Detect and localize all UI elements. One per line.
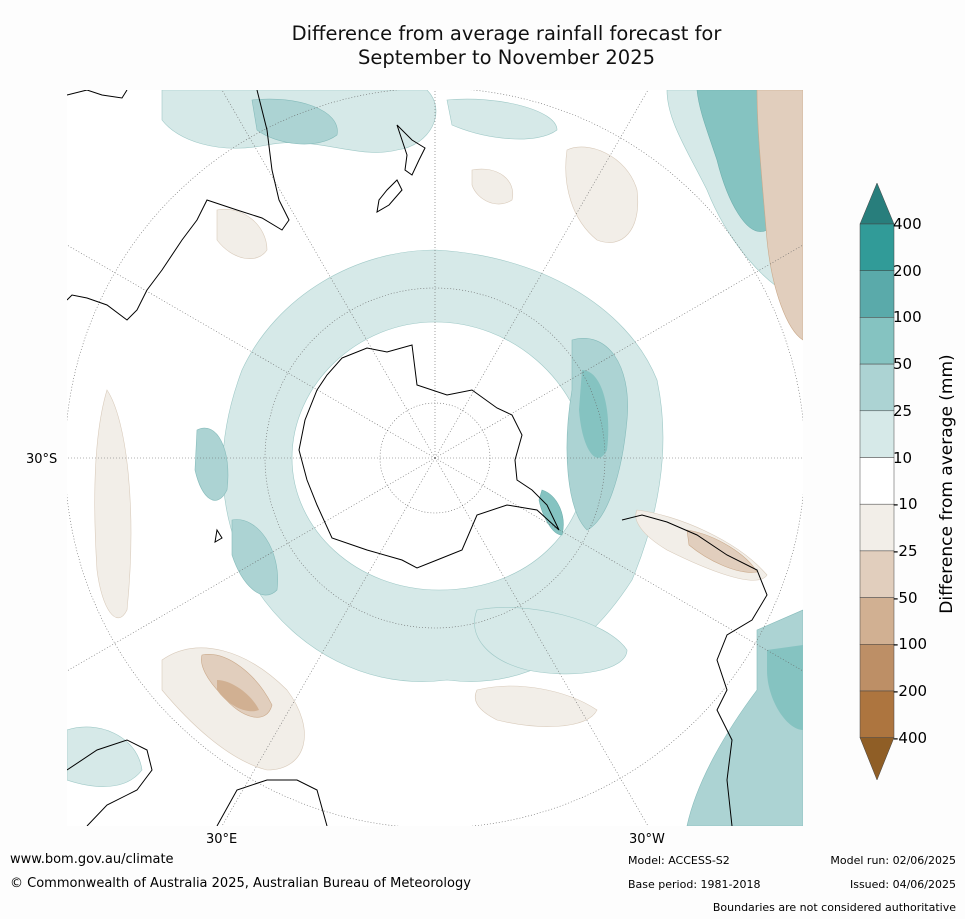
nz-south-island [376,179,403,213]
footer-url: www.bom.gov.au/climate [10,852,174,867]
colorbar-graphic [859,182,895,781]
lon-label-30w: 30°W [629,832,665,847]
lat-label-30s: 30°S [26,452,58,467]
colorbar-title: Difference from average (mm) [937,354,957,614]
colorbar-band-m10_m25 [859,503,895,552]
footer-issued: Issued: 04/06/2025 [849,878,956,891]
wet-ring-outer [222,249,664,682]
colorbar [850,180,940,790]
colorbar-band-gt_200 [859,223,895,271]
colorbar-tick-label: 25 [893,401,913,420]
south-america-coast [621,514,768,826]
footer-base-period: Base period: 1981-2018 [628,878,761,891]
graticule [67,90,803,826]
dry-nz-south [471,168,514,205]
colorbar-tick-label: 200 [893,261,922,280]
colorbar-extend-low [859,737,895,781]
footer-copyright: © Commonwealth of Australia 2025, Austra… [10,876,471,891]
map-title: Difference from average rainfall forecas… [0,22,965,70]
dry-indian-core [217,680,259,712]
wet-indian-south [231,519,278,596]
colorbar-band-100_200 [859,270,895,318]
wet-nz-east [446,98,558,140]
nz-north-island [396,124,426,176]
wet-indian-west [194,427,229,501]
wet-africa-west [67,726,143,787]
antarctica-coast [298,344,560,569]
colorbar-band-lt_m200 [859,690,895,738]
colorbar-tick-label: -10 [893,495,918,514]
australia-coast [67,90,290,321]
dry-aus-south [216,208,268,259]
colorbar-tick-label: -50 [893,588,918,607]
colorbar-band-10_25 [859,410,895,458]
colorbar-tick-label: 400 [893,215,922,233]
colorbar-tick-label: 10 [893,448,913,467]
footer-disclaimer: Boundaries are not considered authoritat… [712,901,956,914]
footer-model: Model: ACCESS-S2 [628,854,730,867]
dry-indian [161,647,305,771]
dry-indian-mid [201,654,273,718]
map-canvas [67,90,803,826]
title-line-1: Difference from average rainfall forecas… [291,22,722,45]
colorbar-tick-label: -25 [893,541,918,560]
wet-tasman-core [251,98,338,145]
colorbar-band-50_100 [859,317,895,365]
colorbar-band-neutral [859,457,895,505]
colorbar-tick-label: 100 [893,308,922,327]
dry-west-indian [94,389,132,619]
africa-coast [67,739,328,826]
wet-east-pacific-core [579,370,609,458]
footer-model-run: Model run: 02/06/2025 [830,854,956,867]
colorbar-band-25_50 [859,363,895,412]
madagascar-coast [214,528,223,543]
wet-brazil-core [767,645,803,730]
colorbar-tick-label: 50 [893,355,913,374]
colorbar-tick-label: -400 [893,728,928,747]
dry-east-pacific [565,146,639,243]
coastlines [67,90,768,826]
colorbar-tick-label: -100 [893,635,928,654]
lon-label-30e: 30°E [206,832,238,847]
dry-far-east [756,90,803,341]
wet-south-atlantic [474,607,628,675]
title-line-2: September to November 2025 [357,46,656,69]
colorbar-band-m100_m200 [859,644,895,692]
colorbar-tick-label: -200 [893,682,928,700]
colorbar-band-m50_m100 [859,597,895,645]
dry-south-atlantic [474,685,598,727]
colorbar-band-m25_m50 [859,550,895,598]
rainfall-anomaly-map [67,90,803,826]
colorbar-extend-high [859,182,895,225]
